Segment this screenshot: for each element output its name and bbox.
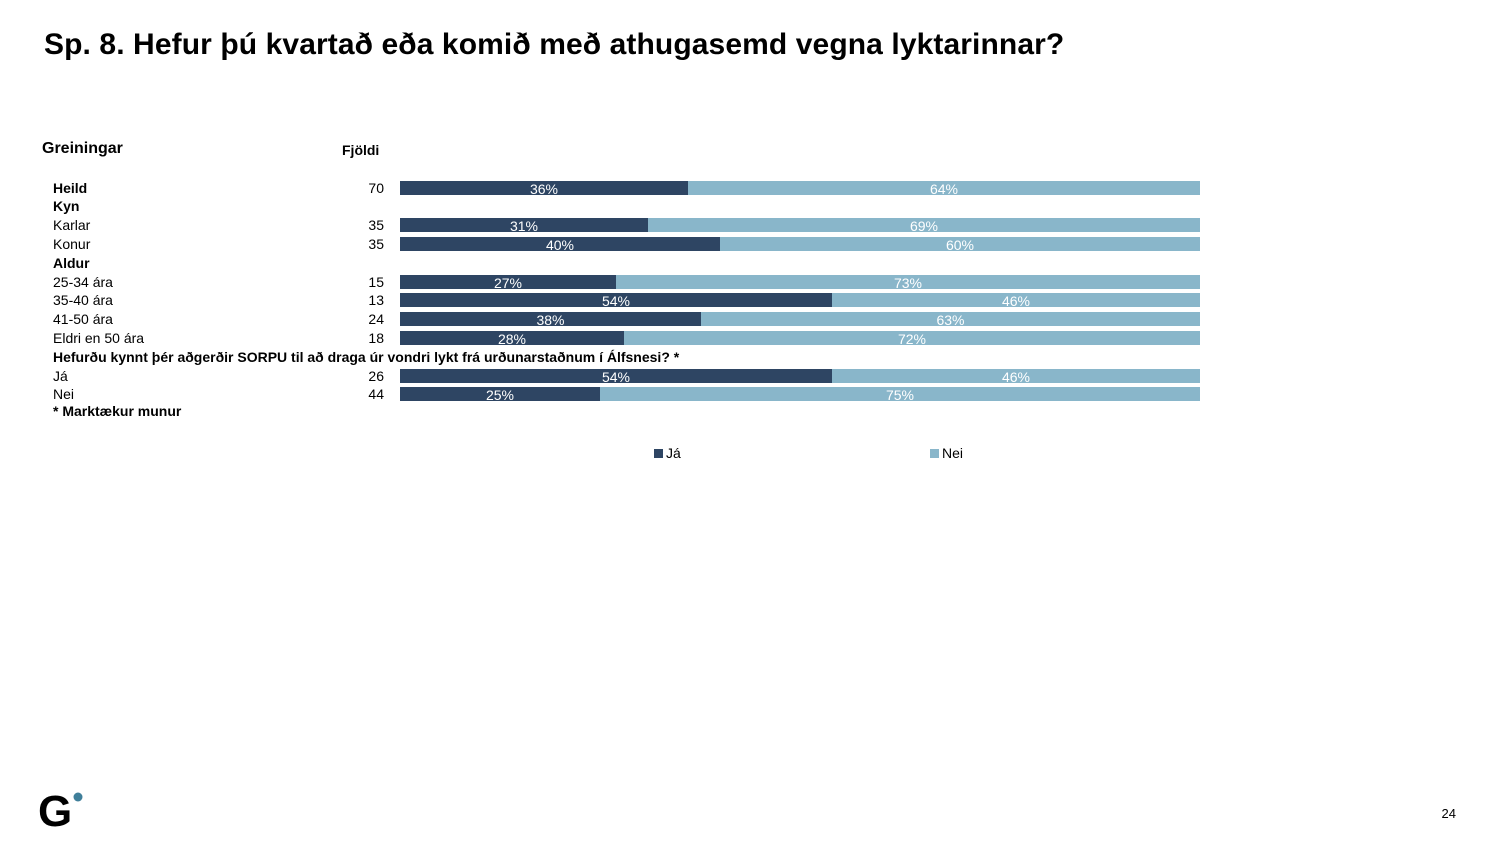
chart-row: Nei 44 25% 75% — [0, 385, 1500, 404]
chart-row: Eldri en 50 ára 18 28% 72% — [0, 329, 1500, 348]
chart-row: Já 26 54% 46% — [0, 367, 1500, 386]
row-label: Konur — [53, 235, 91, 252]
bar-segment-nei: 63% — [700, 312, 1200, 329]
logo-letter: G — [38, 788, 72, 832]
bar-segment-nei: 64% — [688, 180, 1200, 197]
data-label-ja: 54% — [601, 293, 631, 310]
data-label-ja: 25% — [485, 387, 515, 404]
row-count: 15 — [368, 273, 384, 290]
group-heading-label: Hefurðu kynnt þér aðgerðir SORPU til að … — [53, 348, 680, 365]
chart-row: 41-50 ára 24 38% 63% — [0, 310, 1500, 329]
data-label-nei: 73% — [893, 274, 923, 291]
bar-segment-nei: 75% — [600, 387, 1200, 404]
row-label: Eldri en 50 ára — [53, 329, 145, 346]
count-header: Fjöldi — [342, 142, 380, 158]
stacked-bar: 27% 73% — [400, 274, 1200, 291]
stacked-bar: 54% 46% — [400, 368, 1200, 385]
row-count: 35 — [368, 217, 384, 234]
data-label-ja: 27% — [493, 274, 523, 291]
bar-segment-nei: 60% — [720, 236, 1200, 253]
group-heading-label: Kyn — [53, 198, 80, 215]
data-label-ja: 54% — [601, 368, 631, 385]
data-label-nei: 63% — [936, 312, 965, 329]
data-label-ja: 31% — [509, 218, 539, 235]
page-number: 24 — [1441, 806, 1456, 821]
row-count: 44 — [368, 386, 384, 403]
bar-segment-nei: 69% — [648, 218, 1200, 235]
data-label-nei: 46% — [1001, 293, 1031, 310]
data-label-nei: 64% — [929, 180, 959, 197]
chart-row: Karlar 35 31% 69% — [0, 216, 1500, 235]
row-label: 25-34 ára — [53, 273, 113, 290]
data-label-ja: 38% — [536, 312, 565, 329]
row-count: 18 — [368, 329, 384, 346]
data-label-nei: 46% — [1001, 368, 1031, 385]
bar-segment-ja: 25% — [400, 387, 600, 404]
stacked-bar: 28% 72% — [400, 330, 1200, 347]
data-label-ja: 36% — [529, 180, 559, 197]
row-label: Karlar — [53, 217, 91, 234]
data-label-ja: 28% — [497, 330, 527, 347]
row-label: Nei — [53, 386, 75, 403]
row-label: 41-50 ára — [53, 311, 113, 328]
legend-swatch-ja — [654, 448, 663, 458]
group-heading: Hefurðu kynnt þér aðgerðir SORPU til að … — [0, 348, 1500, 367]
bar-segment-ja: 38% — [400, 312, 701, 329]
data-label-nei: 60% — [945, 236, 975, 253]
bar-segment-ja: 36% — [400, 180, 688, 197]
legend-swatch-nei — [930, 448, 939, 458]
bar-segment-ja: 40% — [400, 236, 720, 253]
stacked-bar: 40% 60% — [400, 236, 1200, 253]
bar-segment-nei: 73% — [616, 274, 1200, 291]
row-label: 35-40 ára — [53, 292, 113, 309]
row-label: Já — [53, 367, 68, 384]
data-label-nei: 69% — [909, 218, 939, 235]
page-title: Sp. 8. Hefur þú kvartað eða komið með at… — [44, 28, 1065, 61]
chart-row: Konur 35 40% 60% — [0, 235, 1500, 254]
legend-label-nei: Nei — [942, 445, 964, 461]
row-count: 26 — [368, 367, 384, 384]
chart-row: Heild 70 36% 64% — [0, 179, 1500, 198]
data-label-nei: 72% — [897, 330, 927, 347]
group-heading: Kyn — [0, 197, 1500, 216]
legend-label-ja: Já — [666, 445, 681, 461]
bar-segment-ja: 54% — [400, 368, 832, 385]
data-label-ja: 40% — [545, 236, 575, 253]
logo-dot-icon — [73, 792, 83, 802]
bar-segment-ja: 27% — [400, 274, 616, 291]
row-count: 13 — [368, 292, 384, 309]
group-heading: Aldur — [0, 254, 1500, 273]
bar-segment-nei: 46% — [832, 368, 1200, 385]
footnote: * Marktækur munur — [53, 403, 182, 419]
legend-item-ja: Já — [654, 445, 681, 461]
bar-segment-ja: 31% — [400, 218, 648, 235]
breakdowns-header: Greiningar — [42, 140, 123, 157]
stacked-bar: 54% 46% — [400, 293, 1200, 310]
legend-item-nei: Nei — [930, 445, 963, 461]
row-count: 24 — [368, 311, 384, 328]
group-heading-label: Aldur — [53, 254, 90, 271]
row-count: 35 — [368, 235, 384, 252]
stacked-bar: 25% 75% — [400, 387, 1200, 404]
chart-row: 35-40 ára 13 54% 46% — [0, 291, 1500, 310]
bar-segment-nei: 46% — [832, 293, 1200, 310]
bar-segment-nei: 72% — [624, 330, 1200, 347]
bar-segment-ja: 54% — [400, 293, 832, 310]
data-label-nei: 75% — [885, 387, 915, 404]
bar-segment-ja: 28% — [400, 330, 624, 347]
row-label: Heild — [53, 179, 88, 196]
row-count: 70 — [368, 179, 384, 196]
stacked-bar: 31% 69% — [400, 218, 1200, 235]
stacked-bar: 36% 64% — [400, 180, 1200, 197]
stacked-bar: 38% 63% — [400, 312, 1200, 329]
gallup-logo: G — [38, 787, 88, 836]
chart-row: 25-34 ára 15 27% 73% — [0, 273, 1500, 292]
